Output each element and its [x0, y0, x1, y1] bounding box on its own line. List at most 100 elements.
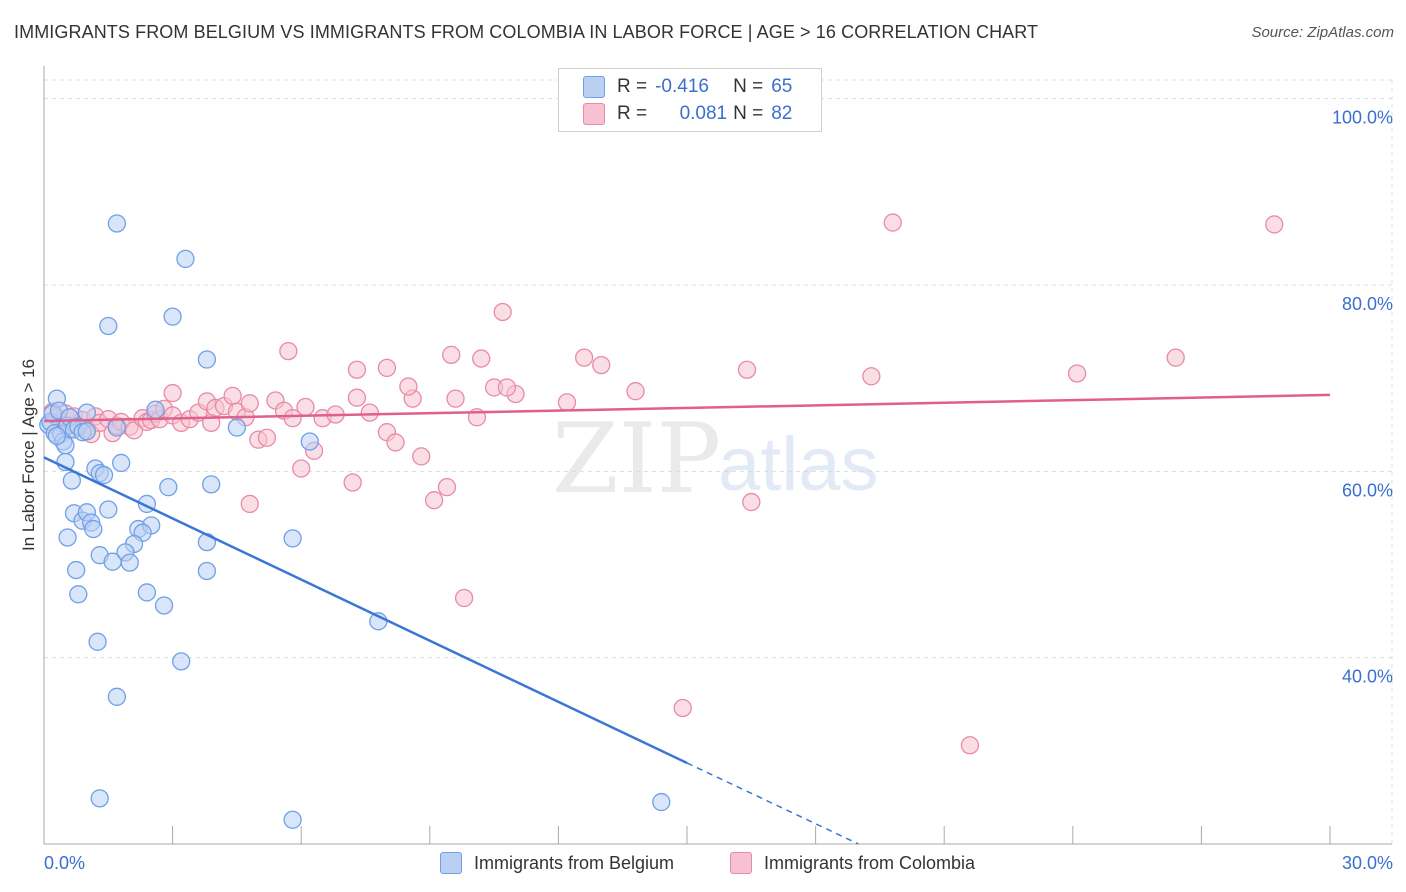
- belgium-point: [47, 426, 67, 446]
- watermark-zip: ZIP: [552, 403, 721, 515]
- belgium-point: [88, 632, 107, 651]
- colombia-point: [742, 492, 761, 512]
- legend-r-label: R =: [617, 76, 648, 97]
- belgium-point: [202, 475, 221, 494]
- legend-r-value-belgium: -0.416: [655, 76, 709, 97]
- source-label: Source: ZipAtlas.com: [1251, 24, 1394, 41]
- legend-n-label: N =: [733, 103, 764, 124]
- belgium-point: [197, 532, 217, 552]
- colombia-point: [412, 447, 431, 466]
- colombia-point: [592, 355, 611, 375]
- legend-swatch-colombia: [583, 103, 605, 125]
- belgium-trend-line: [43, 456, 688, 765]
- belgium-point: [107, 418, 127, 437]
- legend-n-label: N =: [733, 76, 764, 97]
- belgium-point: [300, 432, 319, 451]
- colombia-point: [454, 588, 474, 608]
- colombia-point: [223, 386, 242, 405]
- stats-legend: R = -0.416 N = 65 R = 0.081 N = 82: [558, 68, 822, 132]
- colombia-point: [472, 349, 491, 368]
- colombia-point: [883, 213, 902, 232]
- belgium-point: [90, 789, 109, 808]
- watermark: ZIP atlas: [552, 403, 879, 515]
- tick-labels: 40.0% 60.0% 80.0% 100.0% 0.0% 30.0%: [44, 108, 1393, 873]
- belgium-point: [176, 249, 195, 269]
- belgium-point: [652, 792, 671, 812]
- belgium-point: [172, 652, 191, 671]
- chart-title: IMMIGRANTS FROM BELGIUM VS IMMIGRANTS FR…: [14, 22, 1039, 42]
- colombia-point: [257, 428, 277, 447]
- colombia-point: [347, 388, 367, 407]
- belgium-point: [77, 422, 97, 441]
- legend-row-belgium: R = -0.416 N = 65: [583, 74, 792, 100]
- bottom-legend-belgium: Immigrants from Belgium: [440, 852, 674, 874]
- belgium-point: [107, 687, 127, 706]
- colombia-point: [163, 383, 182, 403]
- colombia-point: [386, 433, 405, 452]
- colombia-point: [497, 378, 517, 397]
- colombia-point: [279, 341, 298, 361]
- belgium-point: [283, 529, 302, 548]
- colombia-point: [399, 377, 418, 396]
- belgium-point: [120, 553, 139, 572]
- colombia-point: [343, 473, 362, 492]
- axes: [43, 66, 1392, 845]
- belgium-point: [77, 403, 97, 422]
- belgium-point: [197, 561, 217, 581]
- colombia-point: [360, 403, 379, 422]
- colombia-point: [1265, 215, 1284, 234]
- bottom-legend-colombia: Immigrants from Colombia: [730, 852, 975, 874]
- y-tick-label: 60.0%: [1342, 480, 1393, 500]
- colombia-point: [1067, 364, 1087, 383]
- belgium-point: [94, 465, 114, 485]
- legend-swatch-belgium: [583, 76, 605, 98]
- colombia-point: [673, 698, 692, 718]
- colombia-point: [377, 358, 397, 378]
- colombia-point: [424, 491, 444, 510]
- legend-r-label: R =: [617, 103, 648, 124]
- belgium-points: [39, 214, 671, 829]
- belgium-point: [283, 810, 302, 829]
- colombia-point: [737, 360, 757, 379]
- colombia-point: [446, 389, 465, 408]
- belgium-point: [163, 307, 182, 326]
- colombia-point: [493, 302, 512, 322]
- belgium-point: [107, 214, 127, 233]
- colombia-point: [347, 360, 367, 379]
- legend-row-colombia: R = 0.081 N = 82: [583, 101, 792, 127]
- belgium-point: [154, 596, 174, 615]
- belgium-point: [112, 453, 131, 473]
- y-tick-label: 40.0%: [1342, 667, 1393, 687]
- belgium-point: [146, 400, 165, 419]
- colombia-point: [437, 478, 457, 497]
- legend-r-value-colombia: 0.081: [679, 103, 728, 124]
- colombia-point: [557, 393, 577, 412]
- colombia-point: [862, 367, 881, 386]
- colombia-point: [442, 345, 461, 365]
- watermark-atlas: atlas: [718, 422, 879, 507]
- bottom-legend-swatch-colombia: [730, 852, 752, 874]
- colombia-point: [283, 409, 302, 428]
- bottom-legend-label-belgium: Immigrants from Belgium: [474, 852, 675, 873]
- belgium-point: [69, 585, 88, 604]
- colombia-point: [296, 397, 315, 417]
- legend-n-value-belgium: 65: [771, 76, 793, 97]
- belgium-point: [67, 560, 86, 580]
- belgium-point: [137, 583, 157, 602]
- colombia-point: [574, 348, 594, 367]
- colombia-point: [240, 494, 259, 514]
- belgium-point: [103, 552, 122, 571]
- belgium-trend-extension: [686, 762, 859, 845]
- belgium-point: [99, 316, 118, 336]
- belgium-point: [197, 350, 217, 369]
- colombia-point: [292, 459, 311, 478]
- colombia-point: [1166, 348, 1185, 367]
- belgium-point: [227, 418, 247, 437]
- colombia-point: [626, 382, 645, 401]
- bottom-legend-label-colombia: Immigrants from Colombia: [764, 852, 976, 873]
- belgium-point: [99, 500, 118, 519]
- x-tick-label-max: 30.0%: [1342, 853, 1393, 873]
- colombia-point: [960, 736, 980, 755]
- x-tick-label-min: 0.0%: [44, 853, 85, 873]
